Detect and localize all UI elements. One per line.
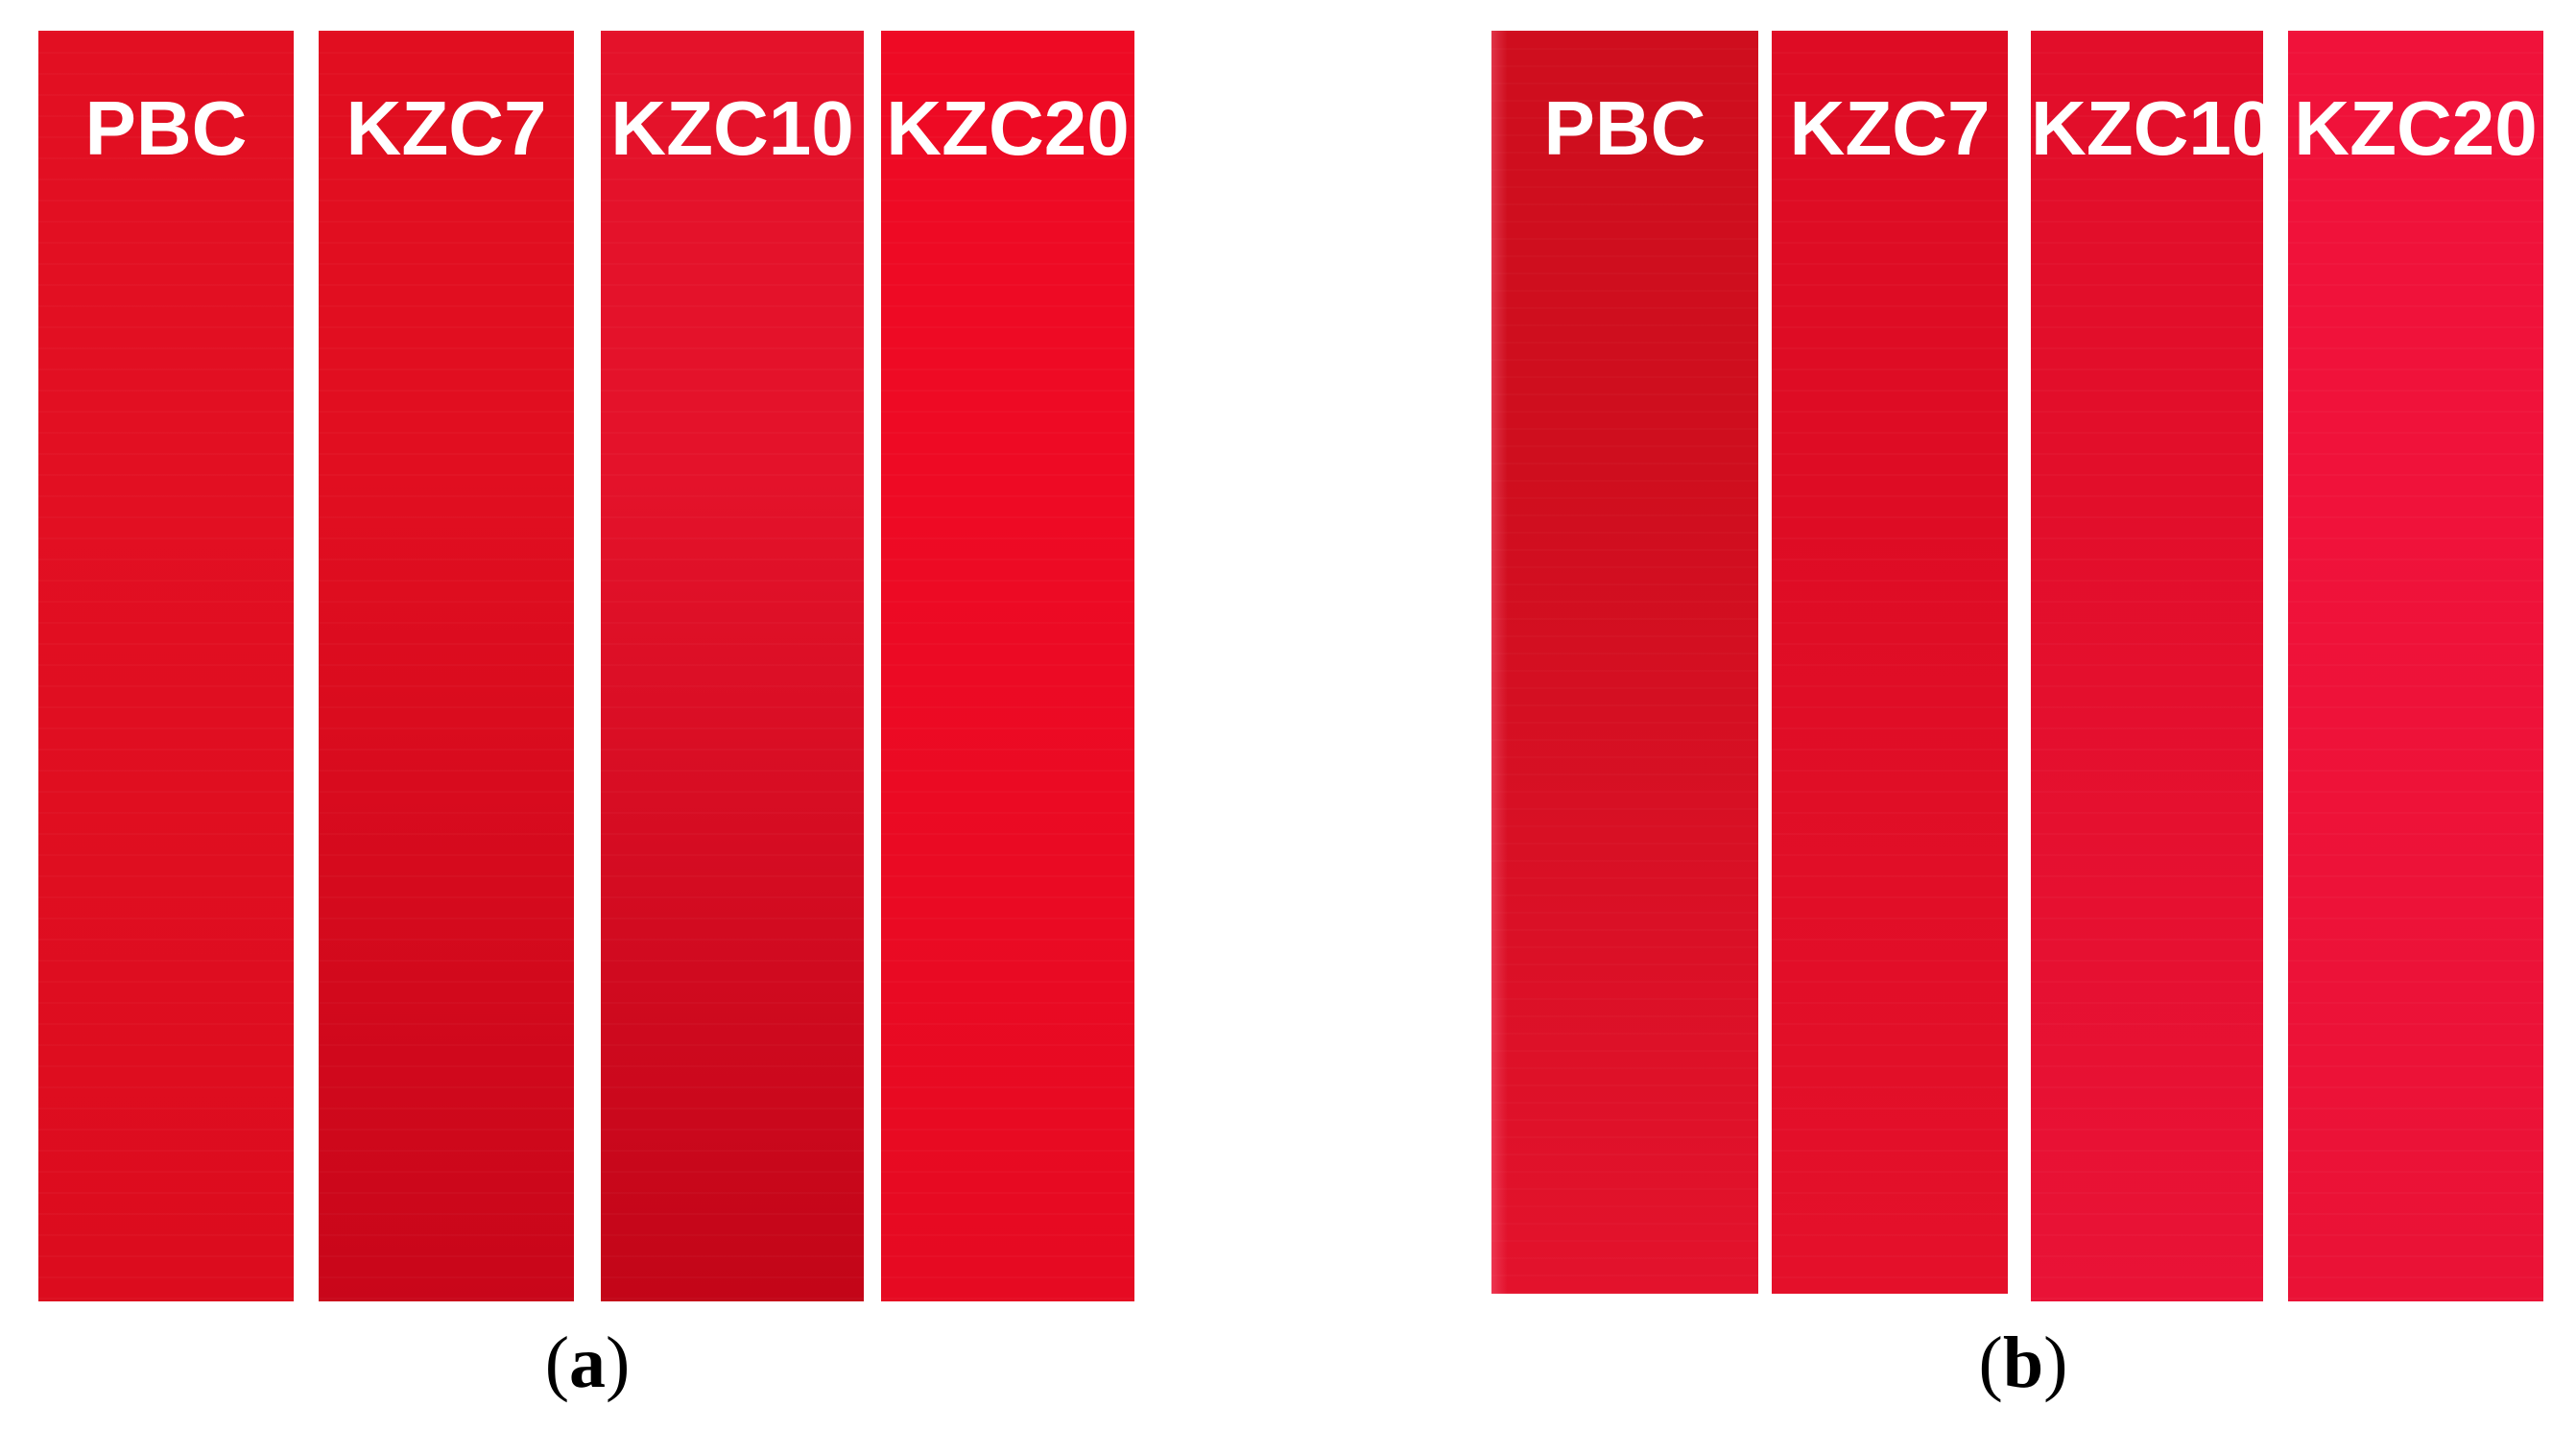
strip-sheen: [38, 31, 294, 1301]
panel-caption-b: (b): [1979, 1326, 2068, 1399]
strip-sheen: [881, 31, 1134, 1301]
caption-close-paren: ): [2043, 1323, 2068, 1403]
caption-open-paren: (: [1978, 1323, 2003, 1403]
sample-strip-pbc-a: PBC: [38, 31, 294, 1301]
sample-strip-kzc20-a: KZC20: [881, 31, 1134, 1301]
strip-sheen: [1772, 31, 2008, 1294]
sample-strip-pbc-b: PBC: [1491, 31, 1758, 1294]
strip-label: KZC20: [886, 85, 1130, 171]
sample-strip-kzc20-b: KZC20: [2288, 31, 2543, 1301]
panel-caption-a: (a): [545, 1326, 631, 1399]
strip-label: PBC: [1543, 85, 1706, 171]
strip-sheen: [2031, 31, 2263, 1301]
strip-sheen: [1491, 31, 1758, 1294]
strip-label: KZC20: [2294, 85, 2538, 171]
sample-strip-kzc7-a: KZC7: [319, 31, 574, 1301]
strip-label: KZC7: [346, 85, 547, 171]
strip-label: KZC10: [2031, 85, 2275, 171]
sample-strip-kzc7-b: KZC7: [1772, 31, 2008, 1294]
caption-open-paren: (: [544, 1323, 569, 1403]
strip-sheen: [319, 31, 574, 1301]
strip-label: KZC7: [1789, 85, 1991, 171]
sample-strip-kzc10-b: KZC10: [2031, 31, 2275, 1301]
caption-close-paren: ): [606, 1323, 631, 1403]
sample-strip-kzc10-a: KZC10: [601, 31, 864, 1301]
strip-label: KZC10: [610, 85, 854, 171]
strip-sheen: [2288, 31, 2543, 1301]
caption-letter: b: [2002, 1323, 2044, 1403]
strip-sheen: [601, 31, 864, 1301]
caption-letter: a: [569, 1323, 606, 1403]
strip-label: PBC: [84, 85, 248, 171]
